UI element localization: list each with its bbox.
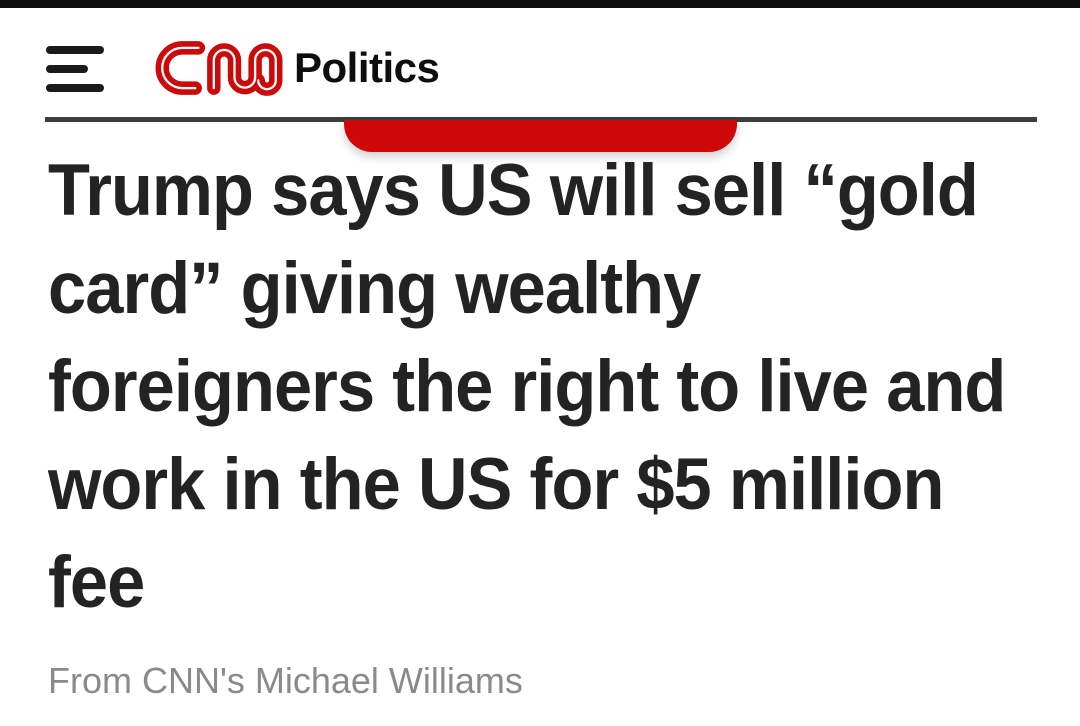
site-header: Politics (0, 8, 1080, 116)
hamburger-icon (46, 46, 104, 54)
headline-line: work in the US for $5 million (48, 444, 944, 525)
top-black-bar (0, 0, 1080, 8)
cnn-logo-link[interactable]: Politics (155, 37, 440, 99)
menu-button[interactable] (46, 46, 104, 92)
headline-line: card” giving wealthy (48, 248, 701, 329)
hamburger-icon (46, 84, 104, 92)
headline-line: Trump says US will sell “gold (48, 150, 979, 231)
article-byline: From CNN's Michael Williams (48, 660, 523, 701)
headline-line: fee (48, 542, 145, 623)
article-headline: Trump says US will sell “gold card” givi… (48, 142, 1016, 632)
cnn-logo-icon (155, 41, 283, 96)
header-divider (45, 117, 1037, 122)
red-tab[interactable] (344, 120, 737, 152)
hamburger-icon (46, 65, 88, 73)
section-title: Politics (294, 44, 440, 91)
headline-line: foreigners the right to live and (48, 346, 1006, 427)
